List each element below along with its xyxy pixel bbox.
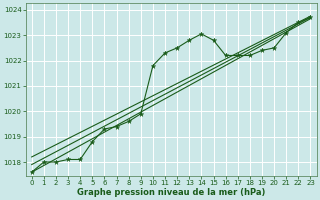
X-axis label: Graphe pression niveau de la mer (hPa): Graphe pression niveau de la mer (hPa) <box>77 188 265 197</box>
